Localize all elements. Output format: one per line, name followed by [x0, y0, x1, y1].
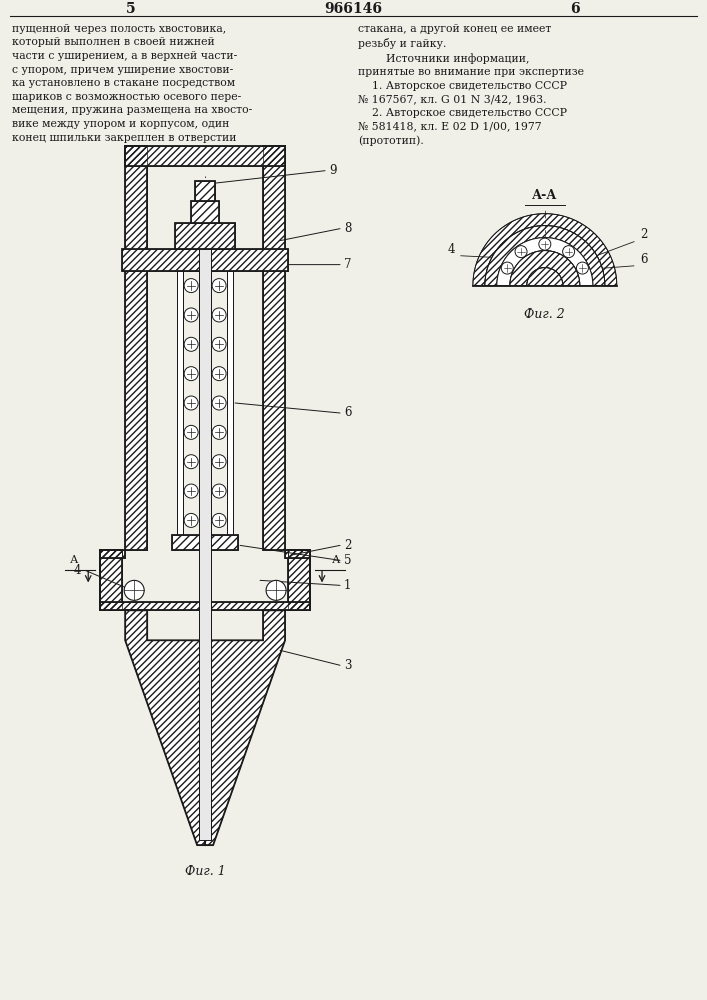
Circle shape: [184, 367, 198, 381]
Bar: [172, 535, 238, 550]
Text: 6: 6: [640, 253, 648, 266]
Bar: [125, 146, 147, 550]
Text: Фиг. 1: Фиг. 1: [185, 865, 226, 878]
Bar: [199, 201, 211, 840]
Circle shape: [515, 246, 527, 258]
Circle shape: [212, 367, 226, 381]
Circle shape: [212, 279, 226, 293]
Bar: [191, 201, 219, 223]
Circle shape: [563, 246, 575, 258]
Circle shape: [184, 279, 198, 293]
Text: А-А: А-А: [532, 189, 558, 202]
Polygon shape: [497, 238, 592, 286]
Bar: [100, 602, 310, 610]
Bar: [175, 223, 235, 249]
Circle shape: [184, 337, 198, 351]
Circle shape: [576, 262, 588, 274]
Text: 2: 2: [640, 228, 647, 241]
Circle shape: [212, 513, 226, 527]
Circle shape: [212, 308, 226, 322]
Bar: [100, 550, 125, 558]
Text: А: А: [70, 555, 78, 565]
Text: А: А: [332, 555, 340, 565]
Bar: [175, 223, 235, 249]
Bar: [263, 146, 285, 550]
Text: 6: 6: [570, 2, 580, 16]
Circle shape: [212, 396, 226, 410]
Polygon shape: [125, 610, 205, 845]
Bar: [177, 271, 183, 535]
Text: стакана, а другой конец ее имеет
резьбу и гайку.
        Источники информации,
п: стакана, а другой конец ее имеет резьбу …: [358, 24, 584, 146]
Bar: [288, 550, 310, 610]
Text: 966146: 966146: [324, 2, 382, 16]
Text: 7: 7: [344, 258, 351, 271]
Text: 8: 8: [344, 222, 351, 235]
Circle shape: [184, 455, 198, 469]
Circle shape: [212, 484, 226, 498]
Circle shape: [184, 425, 198, 439]
Bar: [125, 146, 147, 550]
Bar: [122, 249, 288, 271]
Bar: [172, 535, 238, 550]
Circle shape: [124, 580, 144, 600]
Bar: [195, 181, 215, 201]
Circle shape: [212, 455, 226, 469]
Bar: [100, 550, 122, 610]
Circle shape: [184, 484, 198, 498]
Text: Фиг. 2: Фиг. 2: [525, 308, 565, 321]
Bar: [285, 550, 310, 558]
Text: 5: 5: [344, 554, 351, 567]
Circle shape: [184, 513, 198, 527]
Bar: [195, 181, 215, 201]
Text: пущенной через полость хвостовика,
который выполнен в своей нижней
части с ушире: пущенной через полость хвостовика, котор…: [12, 24, 252, 143]
Polygon shape: [485, 226, 604, 286]
Bar: [125, 146, 285, 166]
Circle shape: [184, 308, 198, 322]
Bar: [263, 146, 285, 550]
Bar: [191, 201, 219, 223]
Bar: [227, 271, 233, 535]
Bar: [100, 602, 310, 610]
Text: 9: 9: [329, 164, 337, 177]
Circle shape: [539, 238, 551, 250]
Bar: [122, 249, 288, 271]
Text: 4: 4: [74, 564, 81, 577]
Text: 3: 3: [344, 659, 351, 672]
Circle shape: [501, 262, 513, 274]
Text: 2: 2: [344, 539, 351, 552]
Bar: [125, 146, 285, 166]
Circle shape: [184, 396, 198, 410]
Text: 4: 4: [448, 243, 455, 256]
Circle shape: [266, 580, 286, 600]
Text: 5: 5: [125, 2, 135, 16]
Text: 1: 1: [344, 579, 351, 592]
Bar: [285, 550, 310, 558]
Text: 6: 6: [344, 406, 351, 419]
Bar: [100, 550, 125, 558]
Polygon shape: [205, 610, 285, 845]
Circle shape: [212, 425, 226, 439]
Bar: [100, 550, 122, 610]
Bar: [288, 550, 310, 610]
Polygon shape: [510, 251, 580, 286]
Wedge shape: [527, 268, 563, 286]
Polygon shape: [473, 214, 617, 286]
Circle shape: [212, 337, 226, 351]
